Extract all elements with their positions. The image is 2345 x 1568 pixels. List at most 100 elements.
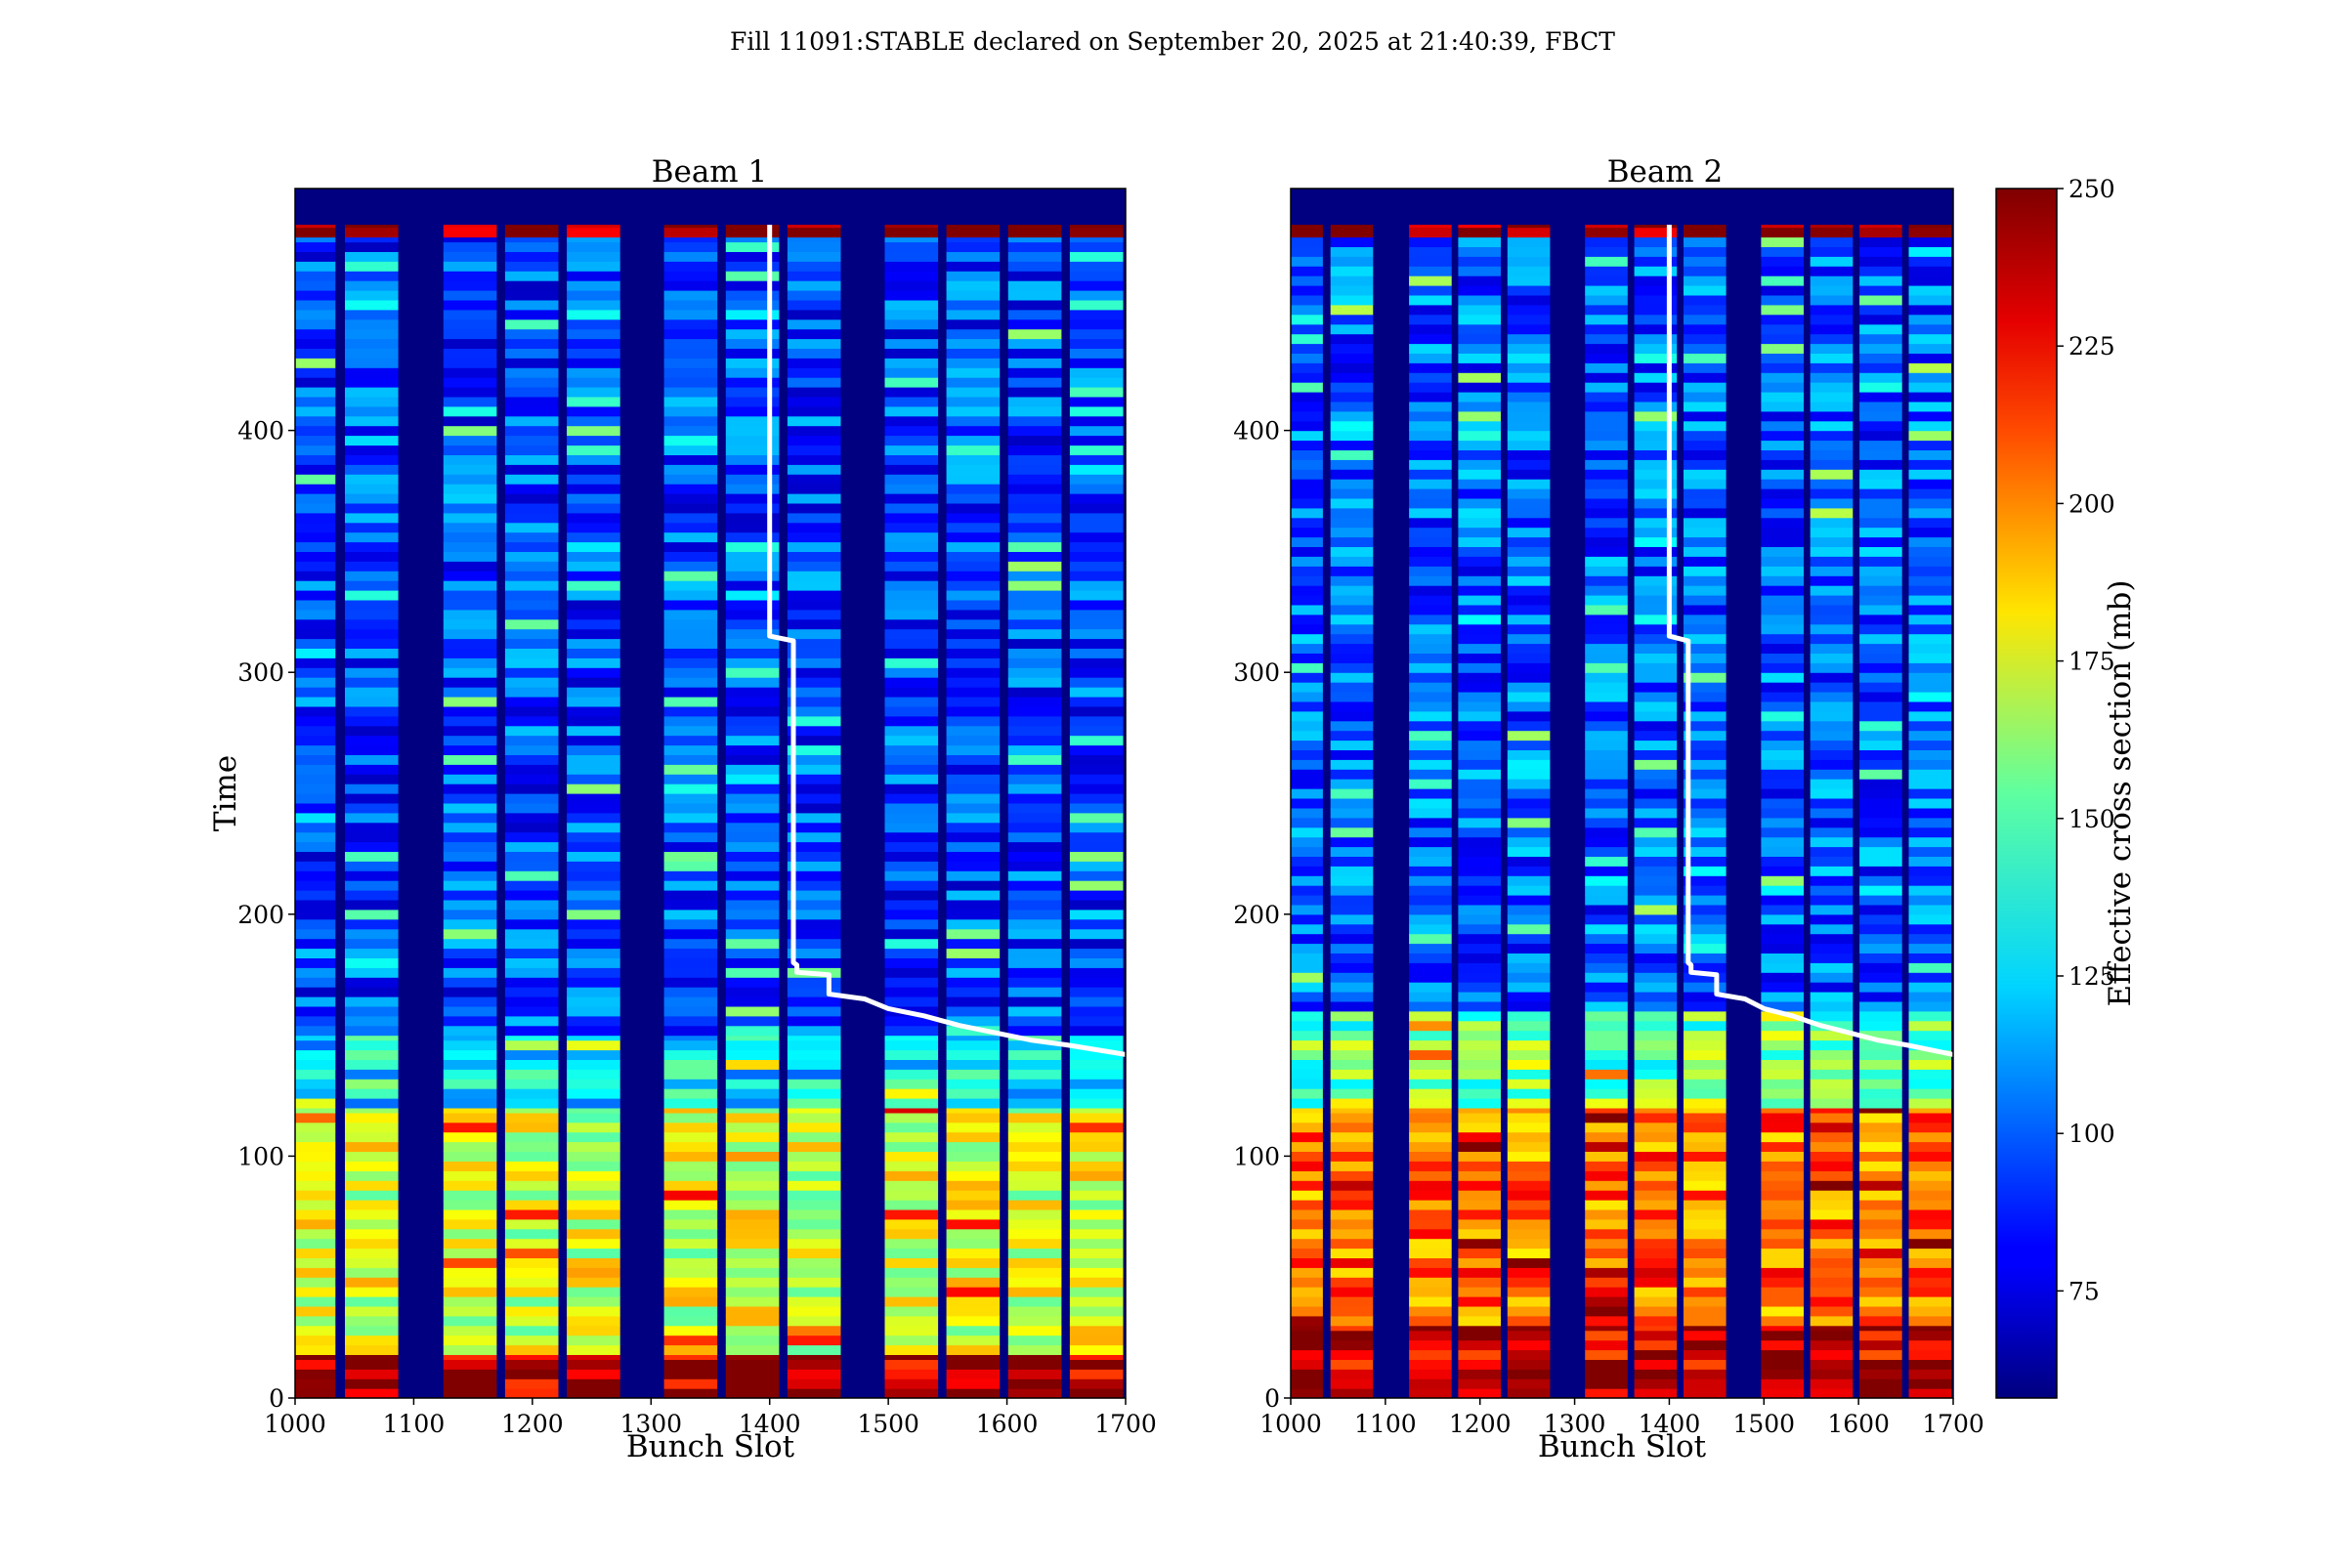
heatmap-cell <box>1585 740 1628 750</box>
heatmap-cell <box>1908 536 1952 547</box>
heatmap-cell <box>1458 740 1501 750</box>
heatmap-cell <box>663 484 718 494</box>
heatmap-cell <box>1409 972 1452 983</box>
heatmap-cell <box>787 764 841 775</box>
heatmap-cell <box>725 1296 780 1307</box>
heatmap-cell <box>1761 1339 1804 1351</box>
heatmap-cell <box>443 241 497 252</box>
heatmap-cell <box>1634 1079 1678 1089</box>
heatmap-cell <box>1330 304 1374 316</box>
heatmap-cell <box>1634 1359 1678 1370</box>
heatmap-cell <box>1409 769 1452 780</box>
heatmap-cell <box>1684 730 1727 742</box>
heatmap-cell <box>1291 962 1323 973</box>
heatmap-cell <box>787 1141 841 1152</box>
heatmap-cell <box>946 1228 1001 1240</box>
heatmap-cell <box>884 754 939 765</box>
heatmap-cell <box>1458 1315 1501 1327</box>
heatmap-cell <box>1859 1296 1902 1307</box>
heatmap-cell <box>1069 251 1124 262</box>
heatmap-cell <box>946 1049 1001 1060</box>
heatmap-cell <box>1069 890 1124 901</box>
heatmap-cell <box>884 405 939 417</box>
heatmap-cell <box>1810 779 1854 789</box>
heatmap-cell <box>504 358 559 368</box>
heatmap-cell <box>884 851 939 862</box>
heatmap-cell <box>946 1378 1001 1389</box>
heatmap-cell <box>1634 1325 1678 1332</box>
heatmap-cell <box>787 948 841 958</box>
heatmap-cell <box>1810 440 1854 450</box>
heatmap-cell <box>1761 1059 1804 1070</box>
heatmap-cell <box>1634 546 1678 557</box>
heatmap-cell <box>1585 410 1628 422</box>
heatmap-cell <box>1007 1200 1062 1210</box>
heatmap-cell <box>663 561 718 572</box>
heatmap-cell <box>663 1287 718 1297</box>
heatmap-cell <box>884 638 939 649</box>
heatmap-cell <box>1007 948 1062 958</box>
heatmap-cell <box>1859 856 1902 867</box>
heatmap-cell <box>1330 469 1374 480</box>
heatmap-cell <box>1684 527 1727 538</box>
heatmap-cell <box>1908 382 1952 393</box>
heatmap-cell <box>725 1359 780 1370</box>
heatmap-cell <box>345 987 399 997</box>
heatmap-cell <box>663 677 718 688</box>
heatmap-cell <box>1810 1141 1854 1152</box>
heatmap-cell <box>884 802 939 814</box>
heatmap-cell <box>567 784 620 794</box>
heatmap-cell <box>1810 527 1854 538</box>
heatmap-cell <box>1507 788 1551 799</box>
heatmap-cell <box>1684 614 1727 625</box>
heatmap-cell <box>567 377 620 388</box>
heatmap-cell <box>1908 1208 1952 1220</box>
heatmap-cell <box>1684 575 1727 586</box>
heatmap-cell <box>1585 1170 1628 1181</box>
heatmap-cell <box>1069 1122 1124 1133</box>
heatmap-cell <box>946 1039 1001 1051</box>
heatmap-cell <box>1007 318 1062 330</box>
heatmap-cell <box>567 1277 620 1288</box>
heatmap-cell <box>663 502 718 514</box>
heatmap-cell <box>1330 236 1374 247</box>
heatmap-cell <box>1810 236 1854 247</box>
heatmap-cell <box>1634 410 1678 422</box>
heatmap-cell <box>1810 556 1854 567</box>
heatmap-cell <box>946 502 1001 514</box>
heatmap-cell <box>1069 1035 1124 1041</box>
heatmap-cell <box>1684 304 1727 316</box>
heatmap-cell <box>1507 266 1551 276</box>
heatmap-cell <box>443 744 497 755</box>
heatmap-cell <box>567 1296 620 1307</box>
heatmap-cell <box>1330 972 1374 983</box>
heatmap-cell <box>295 236 336 243</box>
heatmap-cell <box>884 251 939 262</box>
heatmap-cell <box>1908 710 1952 722</box>
heatmap-cell <box>1908 672 1952 683</box>
heatmap-cell <box>443 580 497 591</box>
heatmap-cell <box>1069 793 1124 804</box>
heatmap-cell <box>725 812 780 824</box>
heatmap-cell <box>1330 1238 1374 1250</box>
heatmap-cell <box>1069 571 1124 581</box>
heatmap-cell <box>345 677 399 688</box>
heatmap-cell <box>1859 1257 1902 1268</box>
heatmap-cell <box>1585 836 1628 848</box>
heatmap-cell <box>1458 497 1501 509</box>
heatmap-cell <box>1585 1238 1628 1250</box>
heatmap-cell <box>1634 449 1678 460</box>
heatmap-cell <box>1330 353 1374 363</box>
heatmap-cell <box>1409 333 1452 345</box>
heatmap-cell <box>1458 566 1501 576</box>
heatmap-cell <box>1507 497 1551 509</box>
heatmap-cell <box>946 754 1001 765</box>
heatmap-cell <box>946 445 1001 455</box>
heatmap-cell <box>663 531 718 543</box>
heatmap-cell <box>1458 643 1501 654</box>
heatmap-cell <box>1507 227 1551 238</box>
heatmap-cell <box>787 1248 841 1258</box>
heatmap-cell <box>1859 266 1902 276</box>
heatmap-cell <box>884 1378 939 1389</box>
heatmap-cell <box>1330 459 1374 470</box>
